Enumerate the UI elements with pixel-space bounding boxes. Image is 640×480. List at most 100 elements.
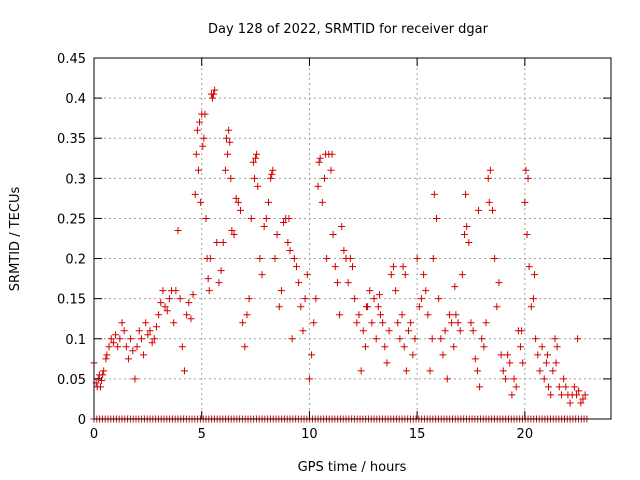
data-point: [495, 279, 503, 287]
data-point: [486, 166, 494, 174]
data-point: [555, 383, 563, 391]
data-point: [547, 391, 555, 399]
data-point: [478, 335, 486, 343]
y-tick-label: 0.2: [65, 253, 86, 268]
data-point: [318, 198, 326, 206]
data-point: [566, 399, 574, 407]
data-point: [105, 343, 113, 351]
data-point: [236, 206, 244, 214]
data-point: [253, 150, 261, 158]
data-point: [480, 343, 488, 351]
data-point: [392, 287, 400, 295]
data-point: [484, 174, 492, 182]
y-tick-label: 0.3: [65, 172, 86, 187]
data-point: [454, 319, 462, 327]
data-point: [148, 339, 156, 347]
data-point: [331, 263, 339, 271]
data-point: [226, 138, 234, 146]
data-point: [521, 198, 529, 206]
data-point: [562, 383, 570, 391]
data-point: [268, 170, 276, 178]
data-point: [323, 255, 331, 263]
data-point: [308, 351, 316, 359]
data-point: [288, 335, 296, 343]
data-point: [315, 158, 323, 166]
data-point: [349, 263, 356, 271]
chart-title: Day 128 of 2022, SRMTID for receiver dga…: [208, 22, 489, 37]
data-point: [196, 118, 204, 126]
grid-lines: [94, 58, 611, 419]
data-point: [429, 255, 437, 263]
data-point: [174, 226, 182, 234]
data-point: [292, 263, 300, 271]
data-point: [387, 271, 395, 279]
data-point: [103, 351, 111, 359]
data-point: [518, 327, 526, 335]
data-point: [205, 287, 213, 295]
data-point: [491, 255, 499, 263]
data-point: [133, 343, 141, 351]
data-point: [573, 391, 581, 399]
data-point: [99, 371, 107, 379]
y-tick-label: 0.4: [65, 92, 86, 107]
data-point: [574, 335, 582, 343]
data-point: [297, 303, 305, 311]
data-point: [100, 367, 108, 375]
data-point: [522, 166, 530, 174]
data-point: [254, 182, 262, 190]
data-point: [458, 271, 466, 279]
data-point: [389, 263, 397, 271]
data-point: [428, 335, 436, 343]
data-point: [338, 222, 346, 230]
data-point: [456, 327, 464, 335]
data-point: [415, 303, 423, 311]
data-point: [221, 166, 229, 174]
y-tick-label: 0: [78, 413, 86, 428]
data-point: [245, 295, 253, 303]
data-point: [560, 375, 568, 383]
data-point: [102, 355, 110, 363]
data-point: [529, 295, 537, 303]
data-point: [570, 383, 578, 391]
data-point: [312, 295, 320, 303]
data-point: [193, 126, 201, 134]
data-point: [542, 359, 550, 367]
data-point: [532, 335, 540, 343]
data-point: [176, 295, 184, 303]
data-point: [401, 271, 409, 279]
data-point: [363, 303, 371, 311]
data-point: [489, 206, 497, 214]
data-point: [107, 335, 115, 343]
data-point: [473, 367, 481, 375]
data-point: [185, 299, 193, 307]
data-point: [499, 367, 507, 375]
data-point: [150, 335, 158, 343]
data-point: [411, 335, 419, 343]
data-point: [333, 279, 341, 287]
data-point: [327, 166, 335, 174]
x-tick-label: 15: [409, 427, 426, 442]
data-point: [461, 230, 469, 238]
data-point: [519, 359, 527, 367]
data-point: [135, 327, 143, 335]
data-point: [120, 327, 128, 335]
data-point: [230, 230, 238, 238]
data-point: [159, 287, 167, 295]
data-point: [163, 307, 171, 315]
data-point: [211, 86, 219, 94]
data-point: [368, 319, 376, 327]
data-point: [250, 174, 258, 182]
data-point: [144, 331, 152, 339]
data-point: [372, 335, 380, 343]
data-point: [127, 335, 135, 343]
data-point: [517, 343, 525, 351]
data-point: [523, 230, 531, 238]
data-point: [581, 391, 589, 399]
data-point: [357, 367, 365, 375]
data-point: [450, 343, 458, 351]
data-point: [189, 291, 197, 299]
data-point: [271, 255, 279, 263]
data-point: [465, 239, 473, 247]
data-point: [396, 335, 404, 343]
y-tick-label: 0.1: [65, 333, 86, 348]
